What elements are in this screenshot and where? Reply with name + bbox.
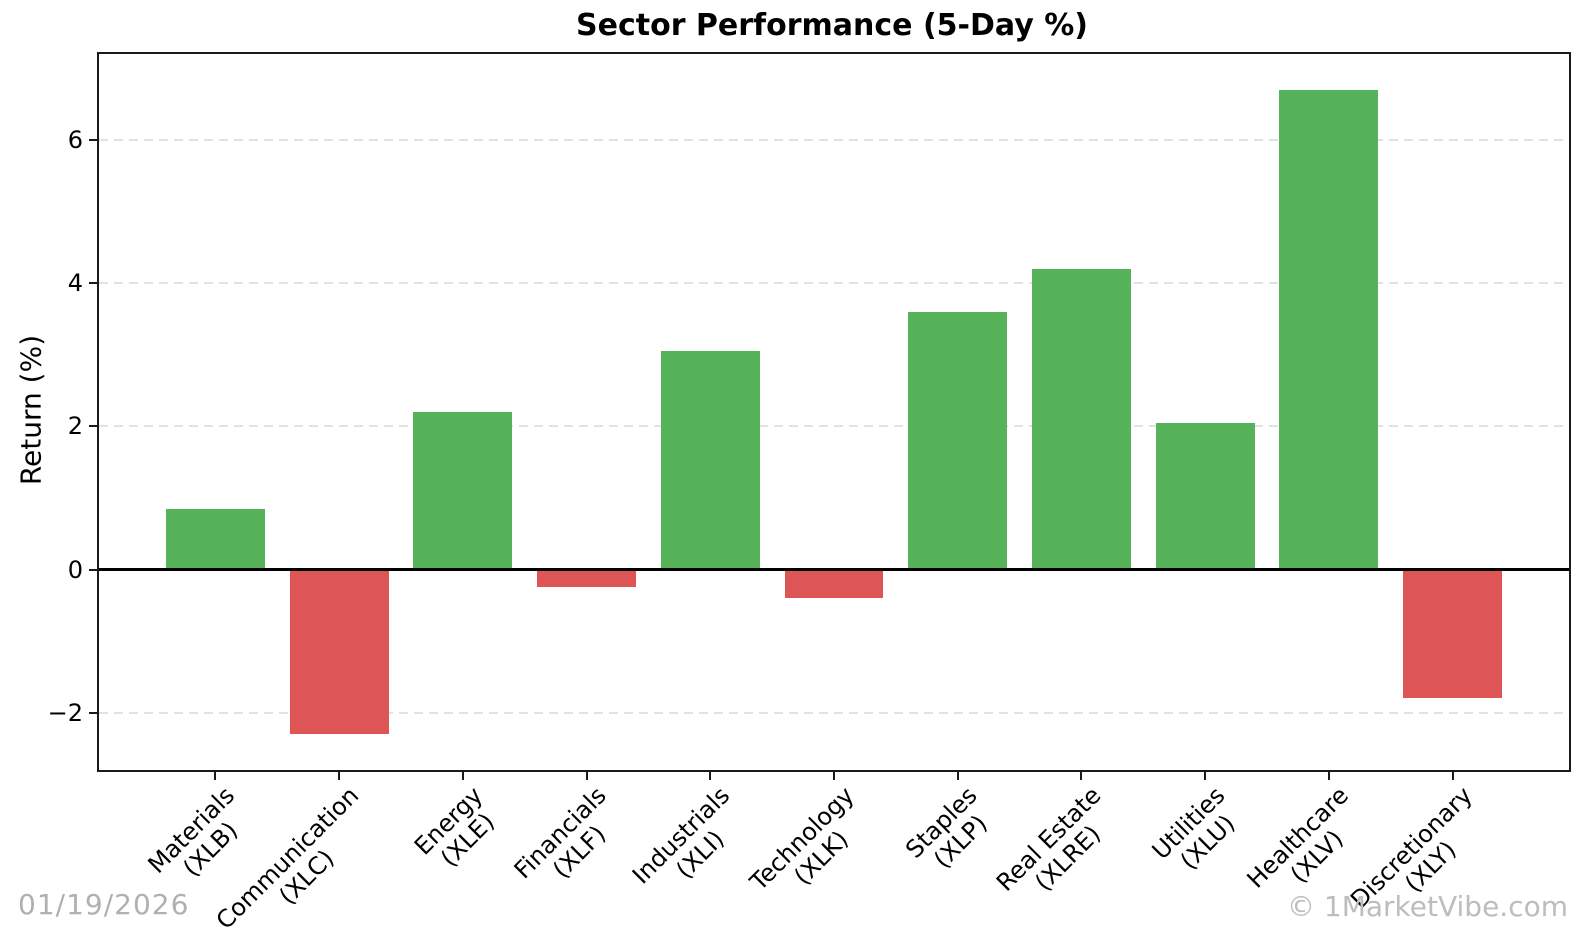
bar-xlp — [908, 311, 1008, 570]
x-tick-mark-xlre — [1080, 770, 1083, 780]
x-tick-label-xle: Energy (XLE) — [409, 781, 506, 879]
bar-xlk — [784, 569, 884, 599]
gridline-y--2 — [99, 711, 1569, 714]
x-tick-mark-xlf — [585, 770, 588, 780]
y-tick-label--2: −2 — [47, 698, 83, 727]
x-tick-label-xlk: Technology (XLK) — [744, 781, 878, 915]
y-tick-mark-6 — [89, 138, 99, 141]
gridline-y-6 — [99, 138, 1569, 141]
x-tick-label-xlp: Staples (XLP) — [900, 781, 1002, 883]
y-axis-label: Return (%) — [14, 334, 48, 486]
x-tick-label-xlu: Utilities (XLU) — [1147, 781, 1249, 884]
x-tick-mark-xlc — [338, 770, 341, 780]
bar-xlv — [1279, 89, 1379, 570]
gridline-y-4 — [99, 282, 1569, 285]
y-tick-label-2: 2 — [67, 412, 83, 441]
y-tick-label-4: 4 — [67, 269, 83, 298]
bar-xlu — [1155, 422, 1255, 570]
bar-xlc — [289, 569, 389, 735]
x-tick-mark-xlk — [833, 770, 835, 780]
bar-xlb — [165, 508, 265, 570]
y-tick-mark-4 — [89, 282, 99, 285]
y-tick-label-0: 0 — [67, 555, 83, 584]
y-tick-mark--2 — [89, 711, 99, 714]
x-tick-mark-xle — [461, 770, 464, 780]
chart-title: Sector Performance (5-Day %) — [576, 8, 1088, 43]
x-tick-mark-xlu — [1204, 770, 1207, 780]
date-watermark: 01/19/2026 — [18, 888, 190, 921]
x-tick-mark-xlp — [956, 770, 959, 780]
x-tick-label-xlb: Materials (XLB) — [143, 781, 260, 898]
zero-baseline — [99, 568, 1569, 572]
x-tick-label-xlf: Financials (XLF) — [509, 781, 630, 903]
x-tick-mark-xly — [1451, 770, 1454, 780]
bar-xlf — [537, 569, 636, 588]
x-tick-label-xlre: Real Estate (XLRE) — [991, 781, 1126, 916]
x-tick-label-xli: Industrials (XLI) — [627, 781, 754, 908]
x-tick-mark-xlv — [1327, 770, 1330, 780]
site-watermark: © 1MarketVibe.com — [1287, 890, 1568, 923]
x-tick-mark-xlb — [214, 770, 217, 780]
bar-xle — [413, 412, 513, 570]
bar-xlre — [1031, 268, 1131, 570]
y-tick-label-6: 6 — [67, 125, 83, 154]
plot-area: −2 0 2 4 6 Materials (XLB) Communication (XLC) E… — [48, 52, 1571, 935]
y-tick-mark-2 — [89, 425, 99, 428]
gridline-y-2 — [99, 425, 1569, 428]
x-tick-mark-xli — [709, 770, 712, 780]
y-tick-mark-0 — [89, 568, 99, 571]
bar-xly — [1403, 569, 1503, 699]
bar-xli — [660, 351, 760, 570]
